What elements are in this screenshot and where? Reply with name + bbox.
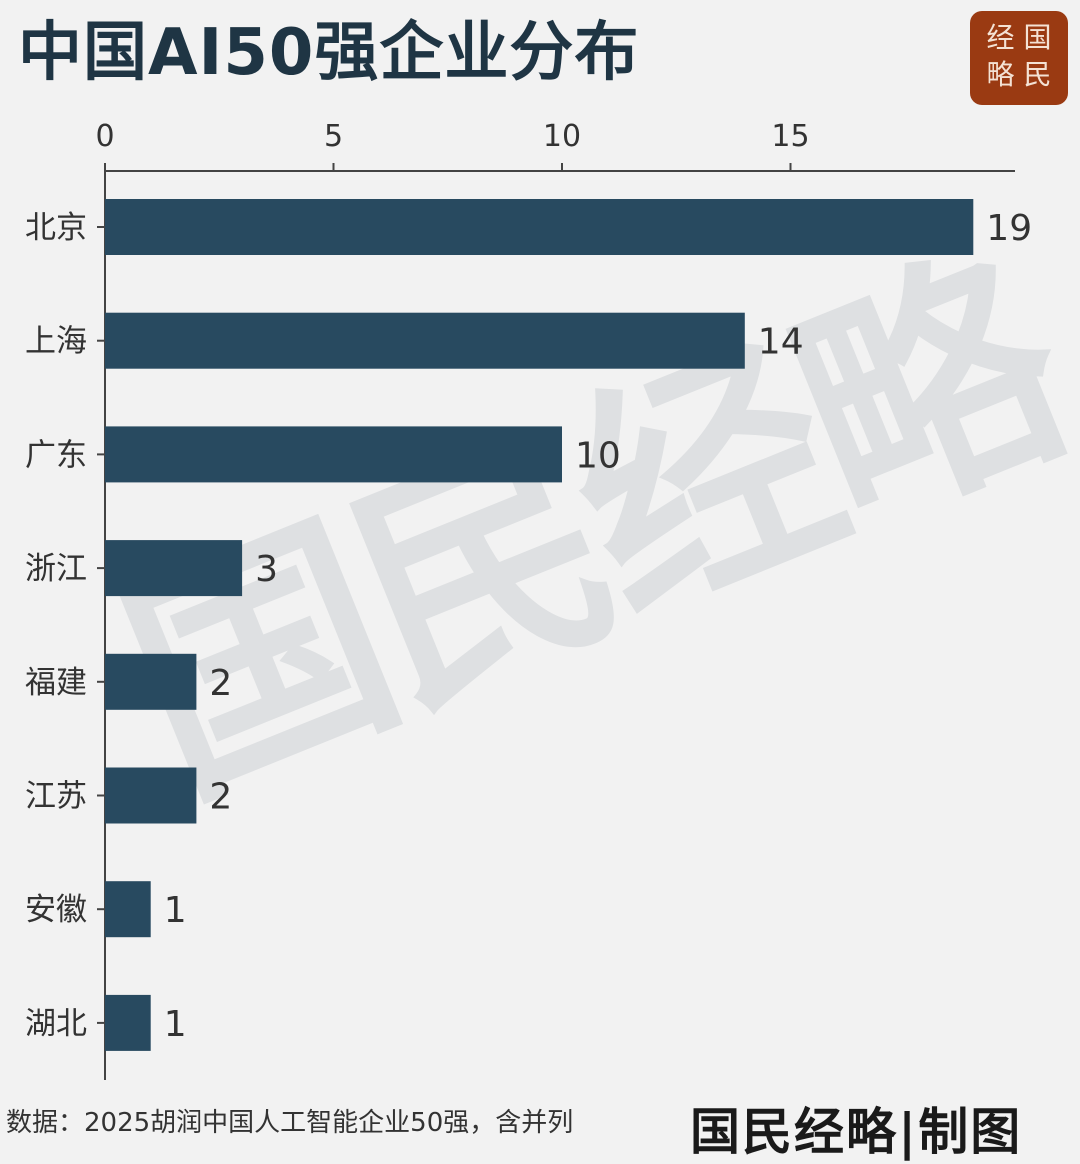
bar <box>105 540 243 597</box>
x-tick-label: 15 <box>771 119 809 154</box>
value-label: 1 <box>164 890 187 931</box>
source-note: 数据：2025胡润中国人工智能企业50强，含并列 <box>6 1108 574 1138</box>
brand-logo-char: 国 <box>1023 21 1052 54</box>
brand-logo-char: 民 <box>1023 58 1052 91</box>
category-label: 上海 <box>25 324 87 360</box>
brand-logo-char: 经 <box>986 21 1015 54</box>
category-label: 湖北 <box>25 1006 87 1042</box>
value-label: 10 <box>575 435 621 476</box>
value-label: 14 <box>758 322 804 363</box>
category-label: 安徽 <box>25 892 87 928</box>
bar <box>105 199 974 255</box>
bar <box>105 426 562 483</box>
x-tick-label: 10 <box>543 119 581 154</box>
category-label: 北京 <box>25 210 87 246</box>
brand-logo-char: 略 <box>986 58 1015 91</box>
bar <box>105 653 197 710</box>
category-label: 浙江 <box>25 551 87 587</box>
brand-logo: 经 国 略 民 <box>970 11 1068 105</box>
bar <box>105 312 745 369</box>
category-label: 广东 <box>25 437 87 473</box>
category-label: 福建 <box>25 665 87 701</box>
bar <box>105 994 151 1051</box>
value-label: 2 <box>209 777 232 818</box>
bar <box>105 881 151 938</box>
value-label: 1 <box>164 1004 187 1045</box>
x-tick-label: 5 <box>324 119 343 154</box>
value-label: 3 <box>255 549 278 590</box>
x-tick-label: 0 <box>95 119 114 154</box>
bar <box>105 767 197 824</box>
category-label: 江苏 <box>25 779 87 815</box>
value-label: 2 <box>209 663 232 704</box>
credit-signature: 国民经略|制图 <box>690 1102 1023 1161</box>
value-label: 19 <box>986 208 1032 249</box>
chart-title: 中国AI50强企业分布 <box>18 16 640 90</box>
